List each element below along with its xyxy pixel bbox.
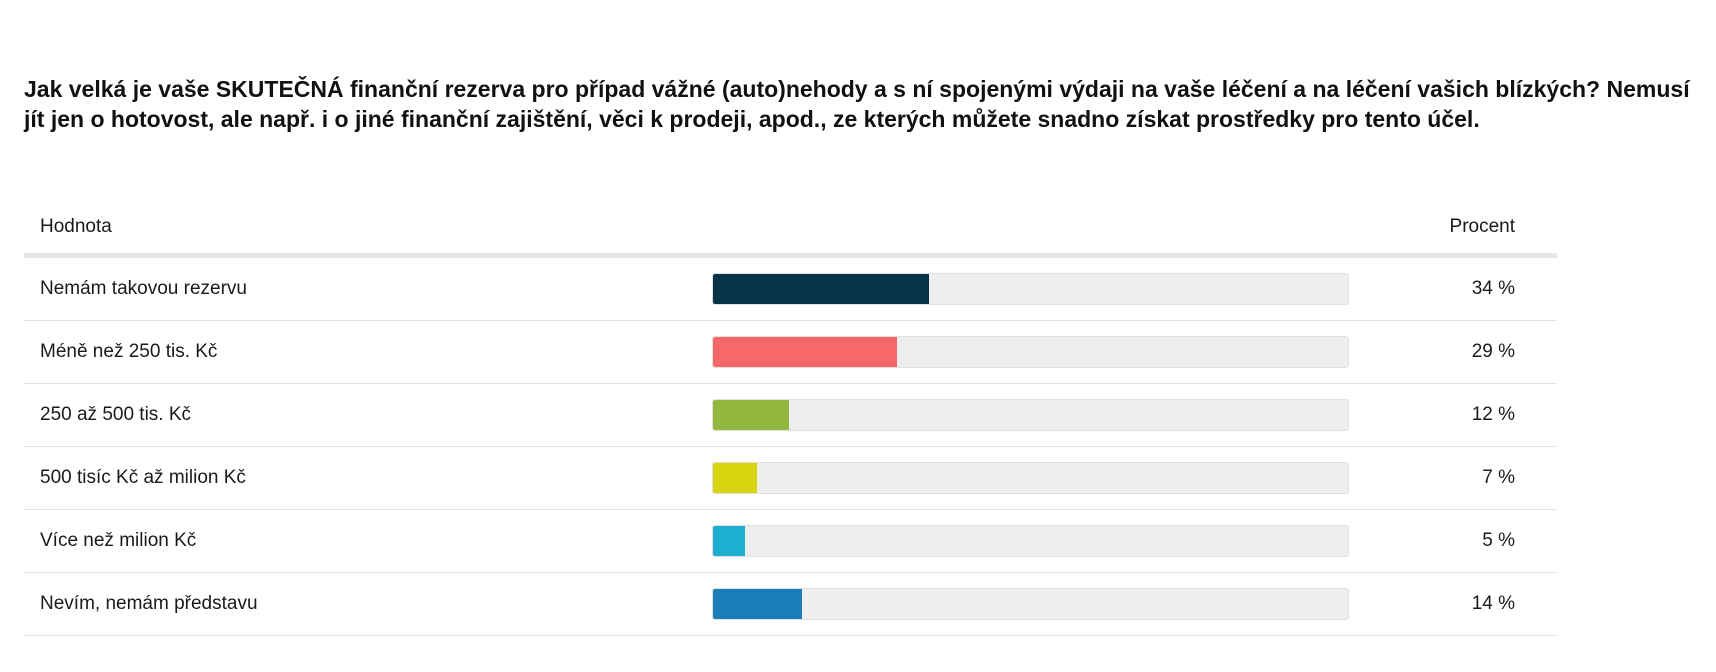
bar: [713, 274, 929, 304]
bar-track: [712, 336, 1349, 368]
result-label: 500 tisíc Kč až milion Kč: [40, 467, 246, 488]
bar-track: [712, 399, 1349, 431]
result-row: Méně než 250 tis. Kč 29 %: [24, 321, 1557, 384]
bar: [713, 589, 802, 619]
result-percent: 12 %: [1471, 404, 1515, 425]
bar: [713, 337, 898, 367]
result-label: Méně než 250 tis. Kč: [40, 341, 218, 362]
results-header: Hodnota Procent: [24, 200, 1557, 258]
result-label: 250 až 500 tis. Kč: [40, 404, 192, 425]
bar-track: [712, 273, 1349, 305]
bar: [713, 463, 758, 493]
header-percent: Procent: [1449, 216, 1515, 237]
result-percent: 5 %: [1482, 530, 1515, 551]
result-row: Nemám takovou rezervu 34 %: [24, 258, 1557, 321]
bar-track: [712, 462, 1349, 494]
header-label: Hodnota: [40, 216, 112, 237]
result-row: 500 tisíc Kč až milion Kč 7 %: [24, 447, 1557, 510]
bar: [713, 400, 790, 430]
result-percent: 34 %: [1471, 278, 1515, 299]
bar-track: [712, 525, 1349, 557]
result-row: Nevím, nemám představu 14 %: [24, 573, 1557, 636]
result-percent: 14 %: [1471, 593, 1515, 614]
bar-track: [712, 588, 1349, 620]
result-row: Více než milion Kč 5 %: [24, 510, 1557, 573]
bar: [713, 526, 745, 556]
result-percent: 29 %: [1471, 341, 1515, 362]
result-row: 250 až 500 tis. Kč 12 %: [24, 384, 1557, 447]
result-label: Nevím, nemám představu: [40, 593, 258, 614]
question-title: Jak velká je vaše SKUTEČNÁ finanční reze…: [24, 76, 1690, 132]
result-percent: 7 %: [1482, 467, 1515, 488]
results-table: Hodnota Procent Nemám takovou rezervu 34…: [24, 200, 1557, 636]
result-label: Nemám takovou rezervu: [40, 278, 247, 299]
result-label: Více než milion Kč: [40, 530, 197, 551]
